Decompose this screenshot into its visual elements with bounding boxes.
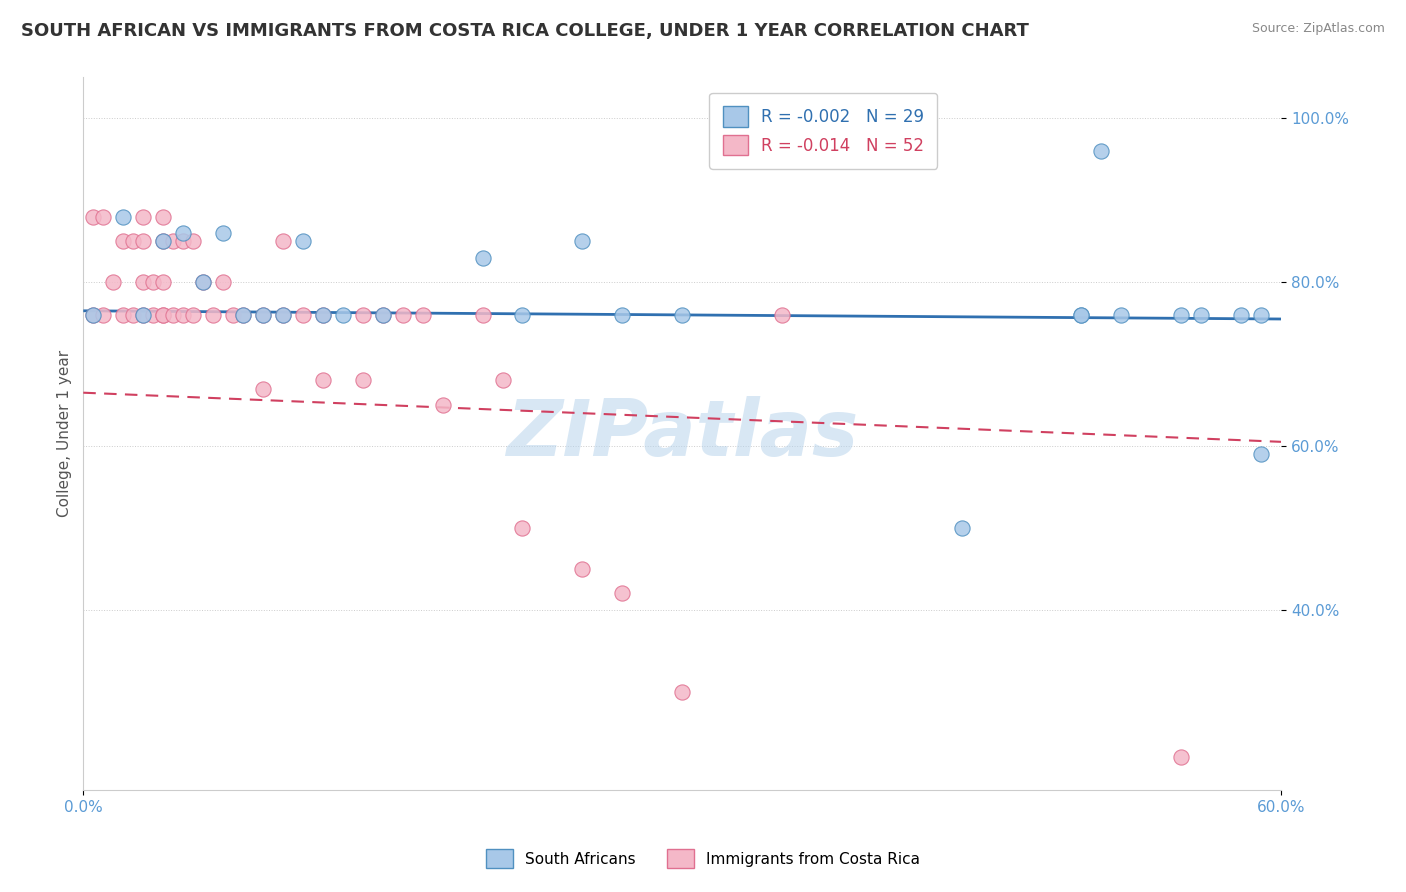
Point [352,308,374,322]
Point [232,308,254,322]
Point [191,275,214,289]
Point [132,275,155,289]
Point [291,234,314,248]
Point [950,521,973,535]
Point [312,308,335,322]
Point [132,308,155,322]
Point [162,234,184,248]
Point [571,562,593,576]
Point [312,373,335,387]
Point [252,308,274,322]
Point [212,275,235,289]
Text: Source: ZipAtlas.com: Source: ZipAtlas.com [1251,22,1385,36]
Point [612,586,634,600]
Point [1189,308,1212,322]
Point [112,210,135,224]
Point [1070,308,1092,322]
Point [471,308,494,322]
Point [82,210,104,224]
Point [1090,144,1112,158]
Point [371,308,394,322]
Point [1070,308,1092,322]
Point [1111,308,1133,322]
Point [252,308,274,322]
Point [271,308,294,322]
Point [222,308,245,322]
Point [132,234,155,248]
Point [332,308,354,322]
Point [112,234,135,248]
Point [191,275,214,289]
Point [172,308,194,322]
Point [91,308,114,322]
Point [82,308,104,322]
Point [391,308,413,322]
Point [671,684,693,698]
Point [181,308,204,322]
Point [1250,447,1272,461]
Point [612,308,634,322]
Y-axis label: College, Under 1 year: College, Under 1 year [58,350,72,517]
Point [132,308,155,322]
Point [1250,308,1272,322]
Point [103,275,125,289]
Point [252,382,274,396]
Legend: South Africans, Immigrants from Costa Rica: South Africans, Immigrants from Costa Ri… [478,841,928,875]
Point [770,308,793,322]
Point [172,234,194,248]
Point [122,234,145,248]
Point [1170,308,1192,322]
Point [291,308,314,322]
Legend: R = -0.002   N = 29, R = -0.014   N = 52: R = -0.002 N = 29, R = -0.014 N = 52 [710,93,938,169]
Point [271,308,294,322]
Point [371,308,394,322]
Point [352,373,374,387]
Point [152,308,174,322]
Point [312,308,335,322]
Point [202,308,225,322]
Point [152,275,174,289]
Point [152,234,174,248]
Point [142,275,165,289]
Point [172,226,194,240]
Point [271,234,294,248]
Point [162,308,184,322]
Point [1170,750,1192,764]
Point [132,210,155,224]
Point [212,226,235,240]
Text: ZIPatlas: ZIPatlas [506,396,858,472]
Point [1230,308,1253,322]
Point [181,234,204,248]
Point [232,308,254,322]
Point [82,308,104,322]
Point [142,308,165,322]
Point [671,308,693,322]
Text: SOUTH AFRICAN VS IMMIGRANTS FROM COSTA RICA COLLEGE, UNDER 1 YEAR CORRELATION CH: SOUTH AFRICAN VS IMMIGRANTS FROM COSTA R… [21,22,1029,40]
Point [91,210,114,224]
Point [152,210,174,224]
Point [152,234,174,248]
Point [122,308,145,322]
Point [412,308,434,322]
Point [471,251,494,265]
Point [152,308,174,322]
Point [112,308,135,322]
Point [571,234,593,248]
Point [512,521,534,535]
Point [491,373,513,387]
Point [512,308,534,322]
Point [432,398,454,412]
